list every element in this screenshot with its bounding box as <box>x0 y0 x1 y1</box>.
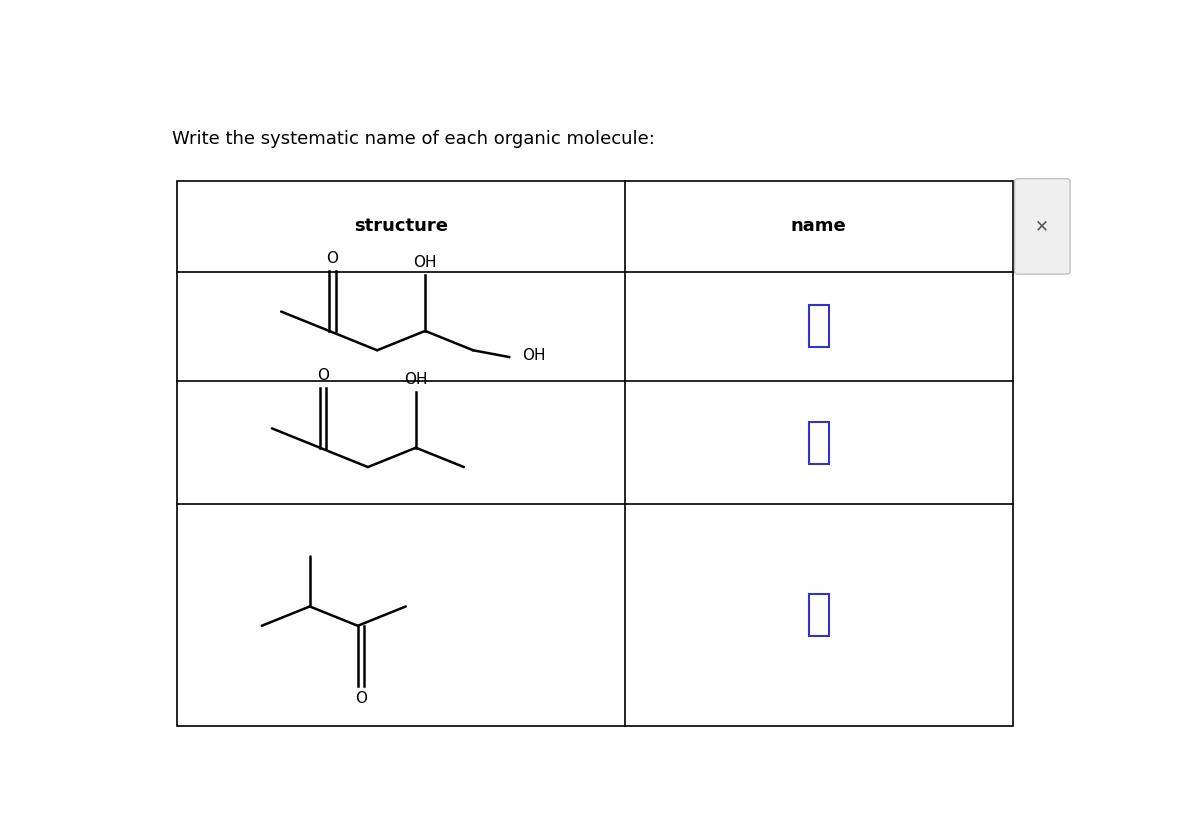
FancyBboxPatch shape <box>1014 178 1070 274</box>
Bar <box>176 181 1013 727</box>
Text: Write the systematic name of each organic molecule:: Write the systematic name of each organi… <box>172 130 654 147</box>
Bar <box>808 422 828 463</box>
Text: O: O <box>327 251 339 266</box>
Text: structure: structure <box>354 217 448 235</box>
Text: name: name <box>790 217 846 235</box>
Text: ✕: ✕ <box>1036 217 1049 235</box>
Text: OH: OH <box>522 349 546 363</box>
Bar <box>808 305 828 348</box>
Text: O: O <box>355 691 367 706</box>
Text: OH: OH <box>414 256 437 271</box>
Bar <box>808 594 828 636</box>
Text: OH: OH <box>404 372 428 387</box>
Text: O: O <box>317 368 329 383</box>
